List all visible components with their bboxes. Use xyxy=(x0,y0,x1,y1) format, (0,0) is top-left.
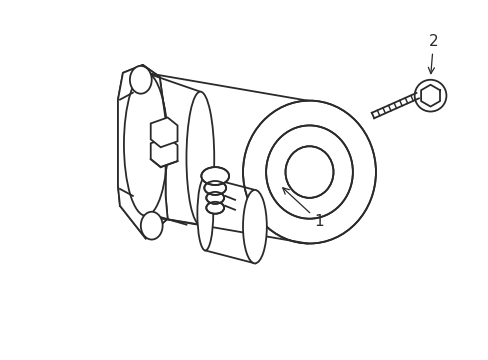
Ellipse shape xyxy=(243,100,375,243)
Ellipse shape xyxy=(197,177,213,251)
Polygon shape xyxy=(150,137,177,167)
Ellipse shape xyxy=(141,212,163,239)
Ellipse shape xyxy=(204,181,225,195)
Ellipse shape xyxy=(243,190,266,264)
Ellipse shape xyxy=(206,202,224,214)
Polygon shape xyxy=(118,65,167,239)
Polygon shape xyxy=(150,117,177,147)
Ellipse shape xyxy=(265,125,352,219)
Ellipse shape xyxy=(130,66,151,94)
Ellipse shape xyxy=(414,80,446,112)
Text: 2: 2 xyxy=(427,33,437,74)
Ellipse shape xyxy=(285,146,333,198)
Ellipse shape xyxy=(186,92,214,225)
Ellipse shape xyxy=(123,73,167,216)
Ellipse shape xyxy=(206,192,224,204)
Ellipse shape xyxy=(201,167,229,185)
Text: 1: 1 xyxy=(282,188,324,229)
